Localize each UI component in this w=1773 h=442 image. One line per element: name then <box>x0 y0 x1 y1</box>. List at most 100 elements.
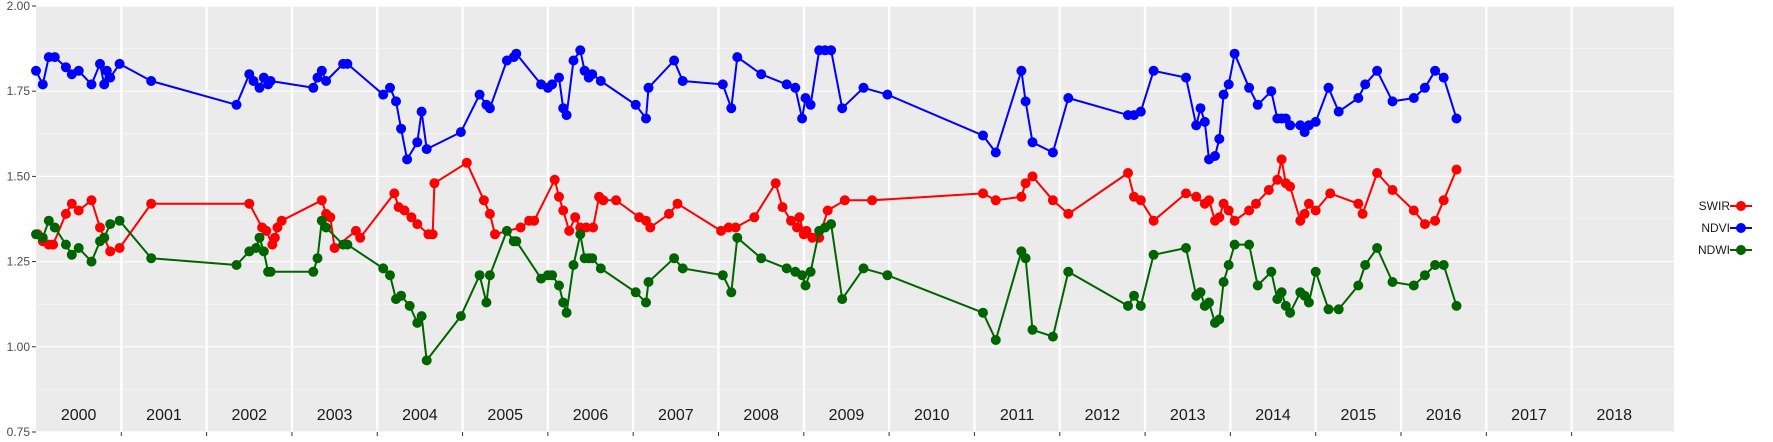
data-point-swir <box>777 202 788 213</box>
data-point-swir <box>276 215 287 226</box>
data-point-ndvi <box>1210 151 1220 161</box>
data-point-swir <box>1303 198 1314 209</box>
data-point-ndvi <box>402 154 413 165</box>
data-point-ndwi <box>1195 287 1206 298</box>
data-point-ndvi <box>1408 93 1419 103</box>
data-point-ndwi <box>826 219 837 230</box>
y-tick-label: 1.25 <box>7 255 31 269</box>
data-point-ndwi <box>732 232 743 243</box>
data-point-swir <box>515 222 526 233</box>
data-point-swir <box>1047 195 1058 206</box>
year-label: 2003 <box>317 407 353 424</box>
data-point-ndwi <box>421 355 432 366</box>
data-point-ndwi <box>114 215 125 226</box>
data-point-ndvi <box>790 82 801 93</box>
data-point-ndwi <box>800 280 811 291</box>
data-point-ndwi <box>511 236 522 247</box>
data-point-ndwi <box>60 239 71 250</box>
data-point-ndvi <box>837 103 848 114</box>
data-point-ndvi <box>1430 65 1441 76</box>
data-point-ndwi <box>858 263 869 274</box>
data-point-swir <box>1263 185 1274 195</box>
data-point-ndwi <box>481 297 492 308</box>
data-point-swir <box>1214 212 1225 223</box>
data-point-swir <box>48 239 59 250</box>
data-point-ndvi <box>1191 120 1202 131</box>
data-point-ndvi <box>575 45 586 56</box>
data-point-ndwi <box>641 297 651 308</box>
data-point-ndwi <box>1276 287 1287 298</box>
data-point-ndvi <box>99 79 110 90</box>
year-label: 2008 <box>743 407 779 424</box>
data-point-swir <box>1408 205 1419 216</box>
data-point-ndvi <box>630 99 641 110</box>
data-point-ndwi <box>342 239 353 250</box>
data-point-swir <box>1325 188 1336 199</box>
data-point-swir <box>1451 164 1462 175</box>
data-point-ndwi <box>312 253 323 264</box>
year-label: 2018 <box>1596 407 1632 424</box>
data-point-ndvi <box>1020 96 1031 107</box>
data-point-ndvi <box>421 144 432 155</box>
data-point-ndvi <box>805 99 816 110</box>
data-point-ndwi <box>595 263 606 274</box>
data-point-ndwi <box>1252 280 1263 291</box>
data-point-swir <box>529 215 540 226</box>
data-point-ndvi <box>568 55 579 66</box>
y-tick-label: 2.00 <box>7 0 31 13</box>
data-point-ndwi <box>1353 280 1364 291</box>
data-point-swir <box>1244 205 1255 216</box>
data-point-swir <box>1016 191 1027 202</box>
data-point-ndwi <box>756 253 767 264</box>
data-point-swir <box>990 195 1001 206</box>
data-point-swir <box>664 208 674 219</box>
year-label: 2010 <box>914 407 950 424</box>
data-point-ndvi <box>726 103 737 114</box>
data-point-swir <box>427 229 438 240</box>
data-point-swir <box>1218 198 1229 209</box>
data-point-ndwi <box>1063 266 1074 277</box>
data-point-swir <box>412 219 423 230</box>
data-point-swir <box>1430 215 1441 226</box>
data-point-swir <box>1027 171 1038 182</box>
year-label: 2006 <box>573 407 609 424</box>
year-label: 2012 <box>1085 407 1121 424</box>
data-point-ndwi <box>1020 253 1031 264</box>
data-point-ndvi <box>1438 72 1449 83</box>
data-point-ndwi <box>1360 260 1371 270</box>
data-point-ndwi <box>677 263 688 274</box>
data-point-swir <box>770 178 781 189</box>
data-point-ndvi <box>800 93 811 103</box>
data-point-ndvi <box>1387 96 1398 107</box>
year-label: 2017 <box>1511 407 1547 424</box>
data-point-ndvi <box>1214 133 1225 144</box>
data-point-ndvi <box>511 48 522 59</box>
data-point-swir <box>786 215 796 226</box>
data-point-ndvi <box>396 123 407 134</box>
data-point-ndwi <box>1285 307 1296 318</box>
data-point-ndwi <box>1430 260 1441 270</box>
data-point-swir <box>1123 168 1133 178</box>
data-point-ndwi <box>554 280 564 291</box>
data-point-ndvi <box>321 76 332 86</box>
data-point-ndvi <box>265 76 276 86</box>
data-point-ndvi <box>669 55 680 66</box>
data-point-swir <box>794 212 805 223</box>
data-point-swir <box>1299 208 1310 219</box>
data-point-swir <box>355 232 366 243</box>
data-point-swir <box>1276 154 1287 165</box>
data-point-ndvi <box>1148 65 1159 76</box>
data-point-ndvi <box>1199 116 1210 127</box>
data-point-ndvi <box>146 76 157 86</box>
data-point-swir <box>86 195 97 206</box>
data-point-ndwi <box>1027 324 1038 335</box>
data-point-swir <box>554 191 564 202</box>
data-point-ndvi <box>248 76 259 86</box>
data-point-ndvi <box>1223 79 1234 90</box>
data-point-ndvi <box>732 52 743 63</box>
data-point-swir <box>1135 195 1146 206</box>
data-point-ndvi <box>308 82 319 93</box>
data-point-swir <box>429 178 440 189</box>
data-point-ndvi <box>1218 89 1229 100</box>
